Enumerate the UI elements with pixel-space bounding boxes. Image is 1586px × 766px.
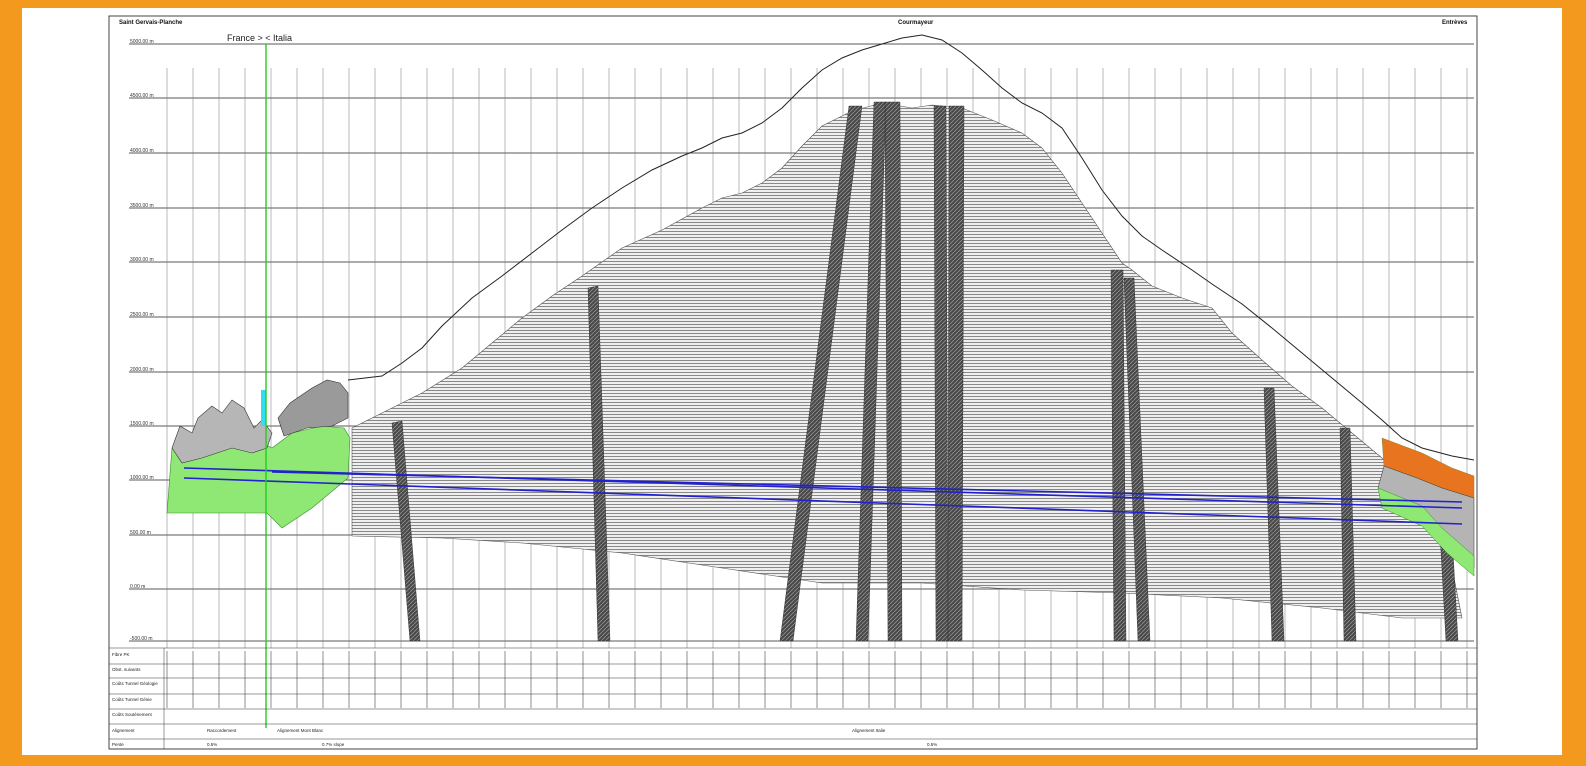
tunnel-alignments bbox=[183, 467, 1463, 525]
left-portal-title: Saint Gervais-Planche bbox=[119, 20, 183, 26]
alignment-segment: Raccordement bbox=[207, 728, 237, 733]
elevation-label: 3500.00 m bbox=[130, 203, 154, 209]
slope-value: 0.5% bbox=[927, 742, 938, 747]
elevation-label: 2500.00 m bbox=[130, 312, 154, 318]
elevation-label: 4500.00 m bbox=[130, 93, 154, 99]
elevation-label: -500.00 m bbox=[130, 636, 153, 642]
fault-zones bbox=[391, 101, 1459, 642]
alignment-segment: Alignement Italie bbox=[852, 728, 886, 733]
right-portal-geology bbox=[1377, 437, 1475, 577]
elevation-label: 1500.00 m bbox=[130, 421, 154, 427]
geological-cross-section bbox=[108, 15, 1478, 750]
table-ticks bbox=[166, 651, 1468, 708]
right-portal-title: Entrèves bbox=[1442, 20, 1468, 26]
elevation-label: 5000.00 m bbox=[130, 39, 154, 45]
table-row-label: Coûts Tunnel Génie bbox=[112, 697, 152, 702]
elevation-label: 4000.00 m bbox=[130, 148, 154, 154]
center-title: Courmayeur bbox=[898, 20, 934, 26]
table-row-label: Coûts Tunnel Géologie bbox=[112, 681, 158, 686]
left-portal-geology bbox=[166, 379, 351, 529]
slope-value: 0.5% bbox=[207, 742, 218, 747]
table-row-label: Pente bbox=[112, 742, 124, 747]
slope-value: 0.7% slope bbox=[322, 742, 345, 747]
table-row-label: Alignement bbox=[112, 728, 135, 733]
elevation-label: 1000.00 m bbox=[130, 475, 154, 481]
drawing-sheet: Saint Gervais-Planche Courmayeur Entrève… bbox=[22, 8, 1562, 755]
info-table bbox=[109, 647, 1477, 749]
table-row-label: Fibre PK bbox=[112, 652, 130, 657]
table-row-label: Coûts Soutènement bbox=[112, 712, 152, 717]
elevation-label: 3000.00 m bbox=[130, 257, 154, 263]
surface-profile bbox=[347, 34, 1475, 461]
rock-massif bbox=[351, 102, 1463, 619]
table-row-label: Obst. suivants bbox=[112, 667, 141, 672]
elevation-label: 2000.00 m bbox=[130, 367, 154, 373]
alignment-segment: Alignement Mont Blanc bbox=[277, 728, 324, 733]
drawing-frame bbox=[108, 15, 1478, 750]
elevation-label: 0.00 m bbox=[130, 584, 146, 590]
border-label: France > < Italia bbox=[227, 33, 293, 43]
elevation-label: 500.00 m bbox=[130, 530, 151, 536]
